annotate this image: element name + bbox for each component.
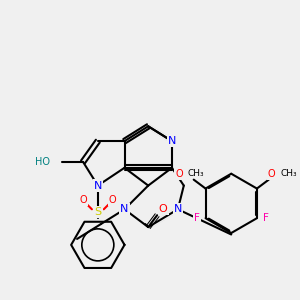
Text: N: N (168, 136, 176, 146)
Text: O: O (79, 195, 87, 206)
Text: N: N (94, 181, 102, 190)
Text: O: O (268, 169, 275, 179)
Text: F: F (194, 213, 200, 223)
Text: CH₃: CH₃ (280, 169, 297, 178)
Text: F: F (263, 213, 269, 223)
Text: O: O (159, 204, 167, 214)
Text: N: N (120, 204, 129, 214)
Text: HO: HO (35, 157, 50, 167)
Text: O: O (175, 169, 183, 179)
Text: N: N (174, 204, 182, 214)
Text: S: S (94, 207, 101, 217)
Text: CH₃: CH₃ (188, 169, 204, 178)
Text: O: O (109, 195, 116, 206)
